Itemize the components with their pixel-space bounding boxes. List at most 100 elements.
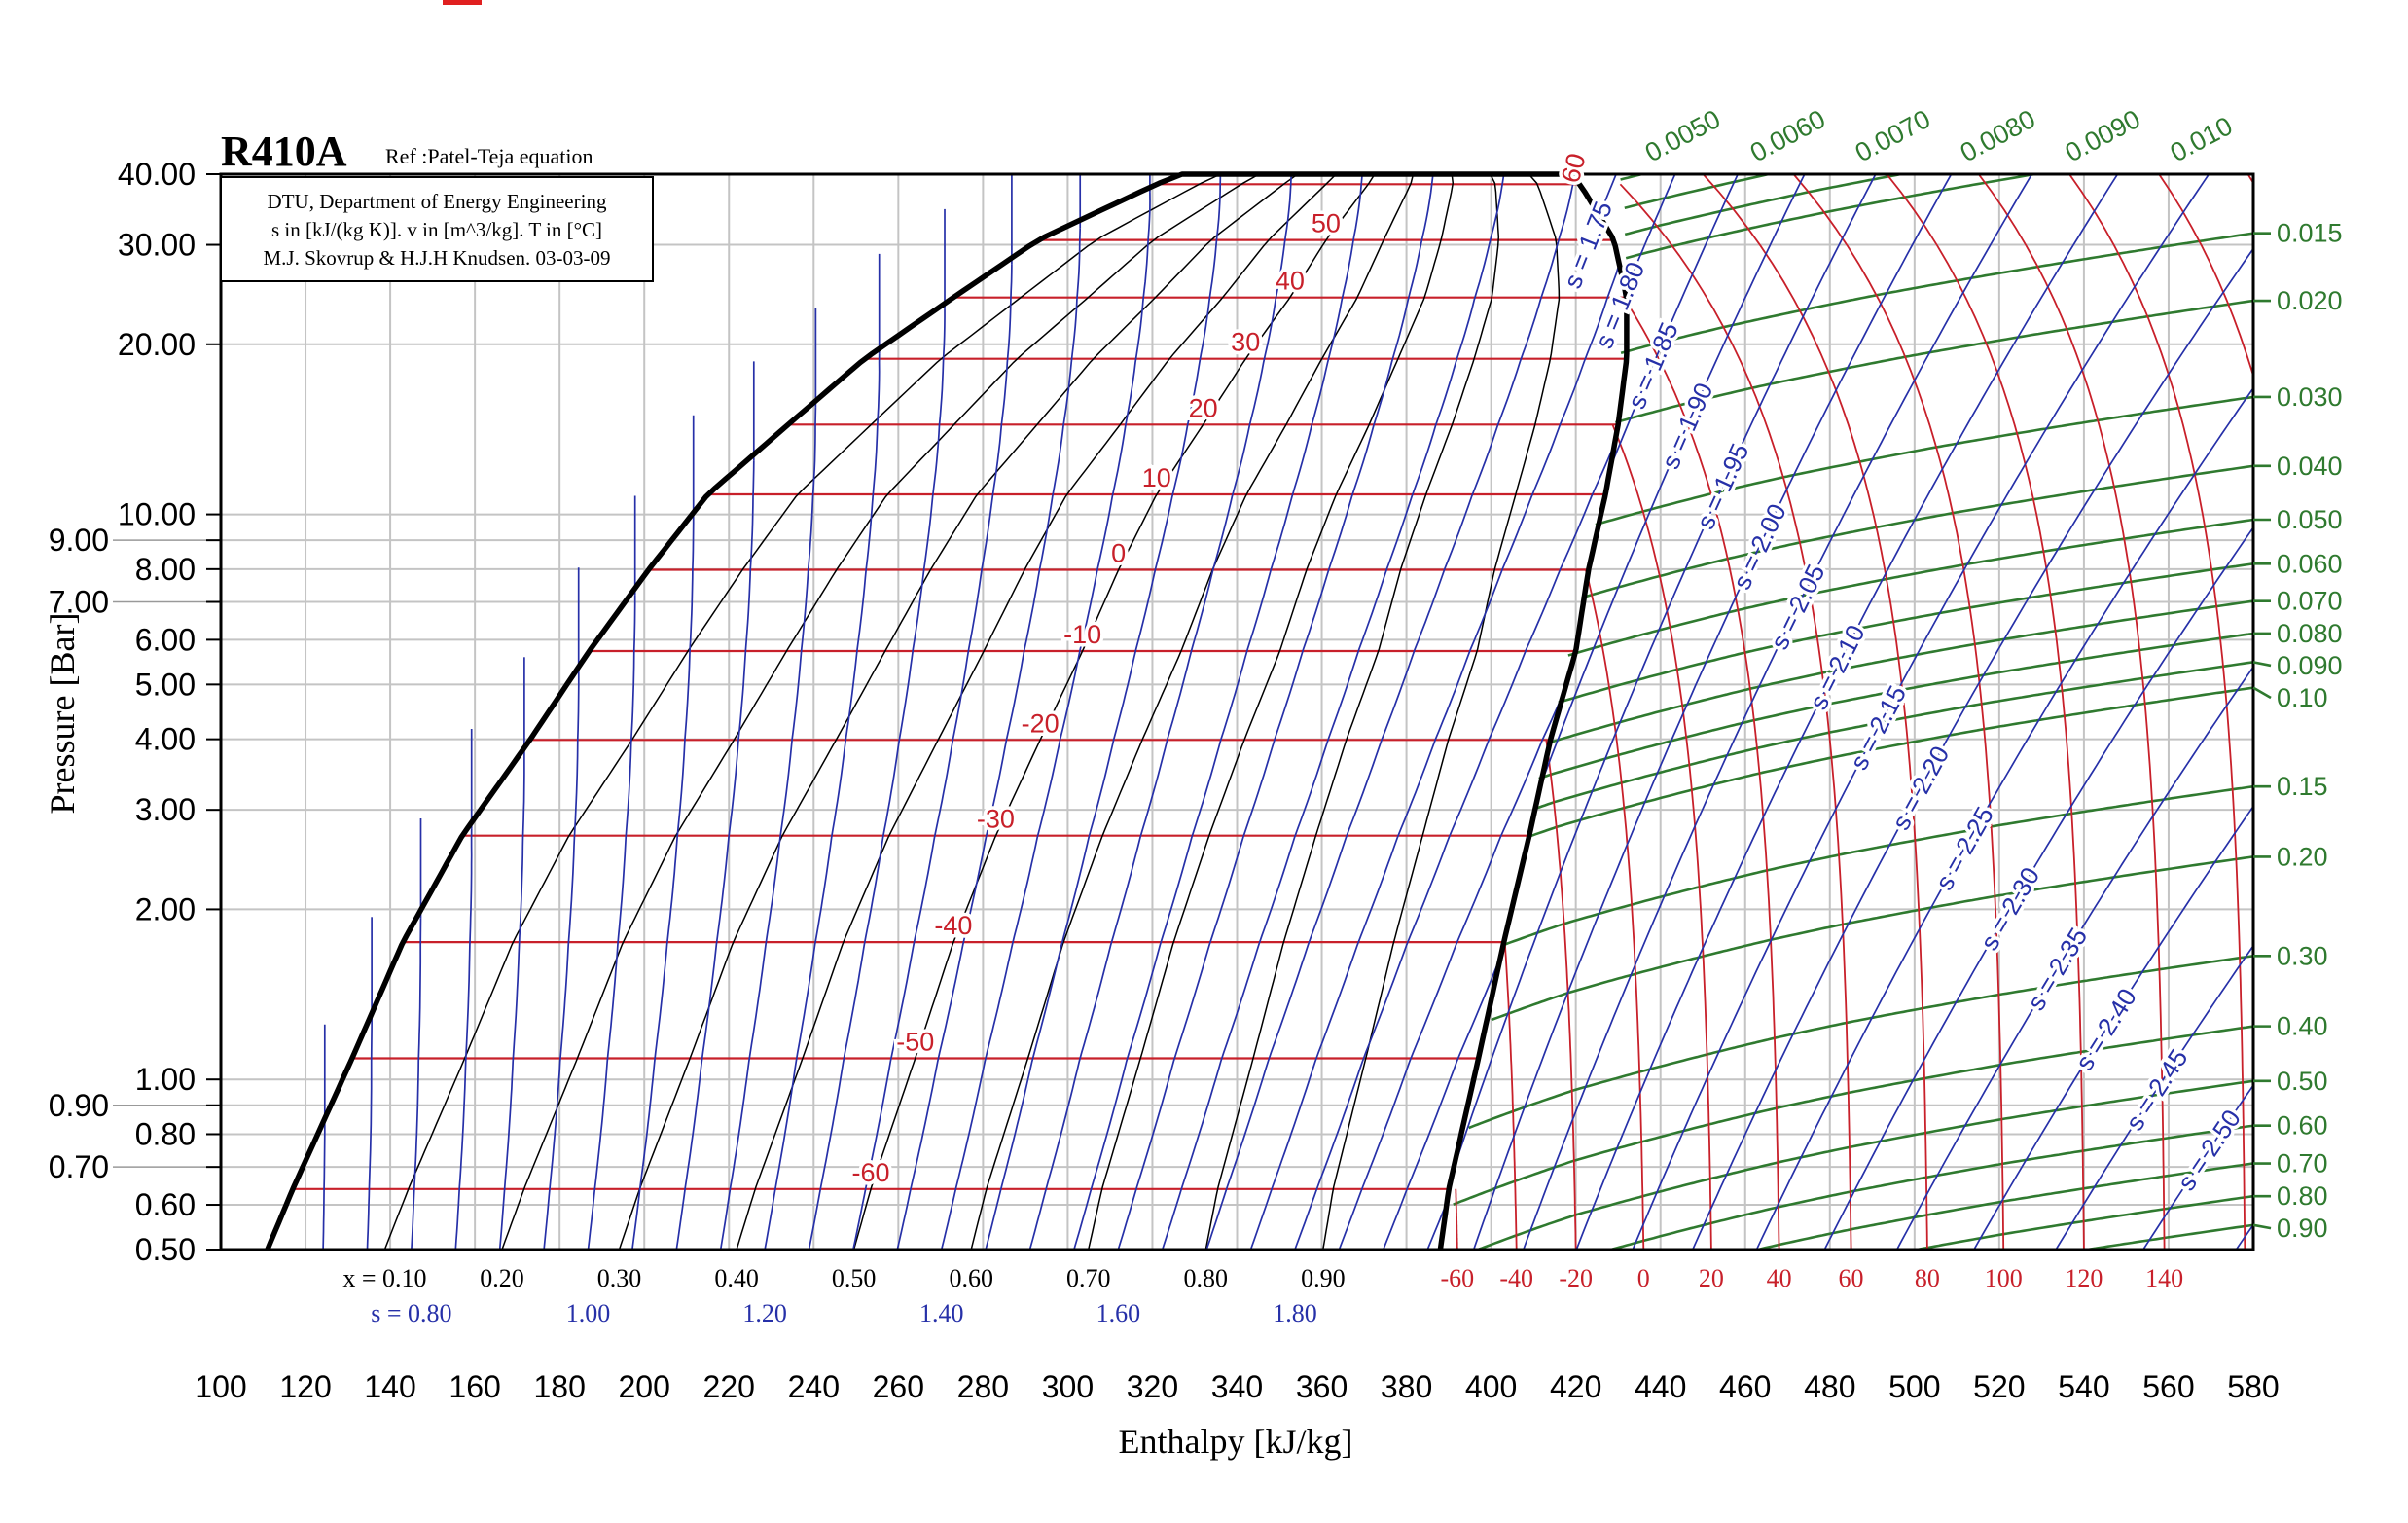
- isochore-label: 0.060: [2277, 549, 2343, 578]
- isentrope-superheat-line: [1472, 174, 1953, 1250]
- isochore-label: 0.015: [2277, 219, 2343, 248]
- isentrope-two-phase-line: [1249, 263, 1621, 1250]
- isotherm-superheat-line: [1545, 740, 1577, 1250]
- isochore-label: 0.080: [2277, 619, 2343, 648]
- isentrope-superheat-line: [1608, 174, 1739, 471]
- isotherm-label: -20: [1022, 708, 1060, 738]
- x-tick-label: 360: [1296, 1369, 1348, 1404]
- x-tick-label: 140: [364, 1369, 415, 1404]
- isochore-line: [1624, 174, 1908, 236]
- isentrope-two-phase-line: [1117, 174, 1434, 1250]
- isentrope-two-phase-line: [1205, 174, 1574, 1250]
- isotherm-superheat-line: [1611, 423, 1712, 1250]
- isentrope-label: s = 2.25: [1929, 802, 1999, 895]
- info-line-1: DTU, Department of Energy Engineering: [268, 190, 607, 213]
- isentrope-superheat-line: [1632, 174, 2210, 1250]
- entropy-bottom-label: 1.00: [566, 1299, 611, 1327]
- isochore-label: 0.050: [2277, 505, 2343, 534]
- isochore-label: 0.0090: [2061, 104, 2145, 167]
- isochore-line: [1567, 518, 2253, 657]
- isochore-line: [1468, 954, 2253, 1130]
- saturation-dome: [265, 171, 1630, 1251]
- y-tick-label: 8.00: [135, 552, 196, 587]
- isentrope-superheat-line: [1536, 174, 1806, 793]
- isochore-line: [1910, 1194, 2253, 1250]
- isochore-line: [1605, 1124, 2253, 1250]
- x-tick-label: 400: [1465, 1369, 1517, 1404]
- quality-bottom-label: 0.80: [1184, 1264, 1229, 1292]
- x-tick-label: 120: [279, 1369, 331, 1404]
- quality-line: [501, 174, 1260, 1250]
- isochore-line: [1752, 1162, 2253, 1250]
- isentrope-two-phase-line: [808, 308, 946, 1250]
- isochore-label: 0.0050: [1640, 104, 1725, 167]
- y-tick-label: 40.00: [118, 157, 196, 192]
- isochore-label: 0.010: [2166, 111, 2238, 167]
- entropy-bottom-label: 1.60: [1096, 1299, 1141, 1327]
- isentrope-label: s = 1.80: [1589, 258, 1650, 353]
- isentrope-two-phase-line: [454, 828, 473, 1250]
- y-tick-label: 6.00: [135, 622, 196, 657]
- isentrope-two-phase-line: [631, 514, 695, 1250]
- isentrope-two-phase-line: [896, 228, 1082, 1250]
- isentrope-two-phase-line: [543, 667, 580, 1250]
- isochore-label: 0.040: [2277, 452, 2343, 481]
- isochore-label: 0.030: [2277, 382, 2343, 412]
- y-tick-label: 1.00: [135, 1062, 196, 1097]
- isotherm-superheat-line: [2158, 174, 2253, 380]
- isochore-tick: [2252, 661, 2272, 668]
- isochore-line: [1504, 784, 2253, 946]
- x-tick-label: 500: [1888, 1369, 1940, 1404]
- isentrope-two-phase-line: [940, 192, 1151, 1250]
- isentrope-two-phase-line: [1073, 174, 1363, 1250]
- y-tick-label: 0.60: [135, 1187, 196, 1222]
- quality-line: [383, 174, 1221, 1250]
- quality-bottom-label: 0.30: [597, 1264, 642, 1292]
- plot-frame: [219, 172, 2255, 1251]
- isentrope-superheat-line: [2055, 944, 2253, 1250]
- temperature-bottom-label: 120: [2065, 1264, 2103, 1292]
- temperature-bottom-label: 40: [1767, 1264, 1792, 1292]
- isentrope-two-phase-line: [366, 1016, 373, 1250]
- isotherm-superheat-line: [2336, 174, 2408, 1250]
- x-tick-label: 180: [533, 1369, 585, 1404]
- quality-line: [970, 174, 1415, 1250]
- isochore-line: [1491, 855, 2253, 1022]
- isentrope-label: s = 2.50: [2172, 1105, 2246, 1196]
- isochore-label: 0.60: [2277, 1111, 2328, 1141]
- isotherm-label: -30: [977, 805, 1015, 834]
- isochore-tick: [2252, 1223, 2272, 1230]
- x-tick-label: 380: [1381, 1369, 1432, 1404]
- isotherm-label: -10: [1063, 620, 1101, 649]
- isotherm-superheat-line: [1886, 174, 2085, 1250]
- isochore-line: [1538, 632, 2253, 780]
- axes: 100 120 140 160 180 200 220 240 260 280 300 320 340 3…: [49, 157, 2280, 1404]
- isentrope-label: s = 2.45: [2119, 1043, 2193, 1135]
- isentrope-two-phase-line: [675, 460, 755, 1250]
- quality-line: [1087, 174, 1455, 1250]
- temperature-bottom-label: 140: [2145, 1264, 2183, 1292]
- isochore-line: [1563, 0, 2408, 123]
- isochore-line: [1620, 174, 1648, 181]
- isentrope-superheat-line: [1447, 174, 1877, 1187]
- x-tick-label: 420: [1550, 1369, 1601, 1404]
- isochore-line: [1453, 1025, 2253, 1206]
- isentrope-two-phase-line: [1161, 174, 1505, 1250]
- isochore-line: [1532, 661, 2253, 811]
- quality-bottom-label: 0.20: [480, 1264, 524, 1292]
- isochore-label: 0.10: [2277, 683, 2328, 712]
- isochore-label: 0.20: [2277, 842, 2328, 871]
- isotherm-label: 20: [1189, 393, 1218, 422]
- temperature-bottom-label: -20: [1559, 1264, 1593, 1292]
- temperature-bottom-label: 0: [1637, 1264, 1650, 1292]
- isochore-label: 0.090: [2277, 651, 2343, 680]
- y-tick-label: 9.00: [49, 523, 109, 558]
- quality-line: [736, 174, 1337, 1250]
- isochore-label: 0.50: [2277, 1067, 2328, 1096]
- x-tick-label: 200: [619, 1369, 670, 1404]
- isotherm-label: -40: [934, 911, 972, 940]
- isochore-label: 0.70: [2277, 1149, 2328, 1179]
- y-tick-label: 2.00: [135, 891, 196, 926]
- quality-bottom-label: 0.50: [832, 1264, 877, 1292]
- isotherm-superheat-line: [1503, 942, 1518, 1250]
